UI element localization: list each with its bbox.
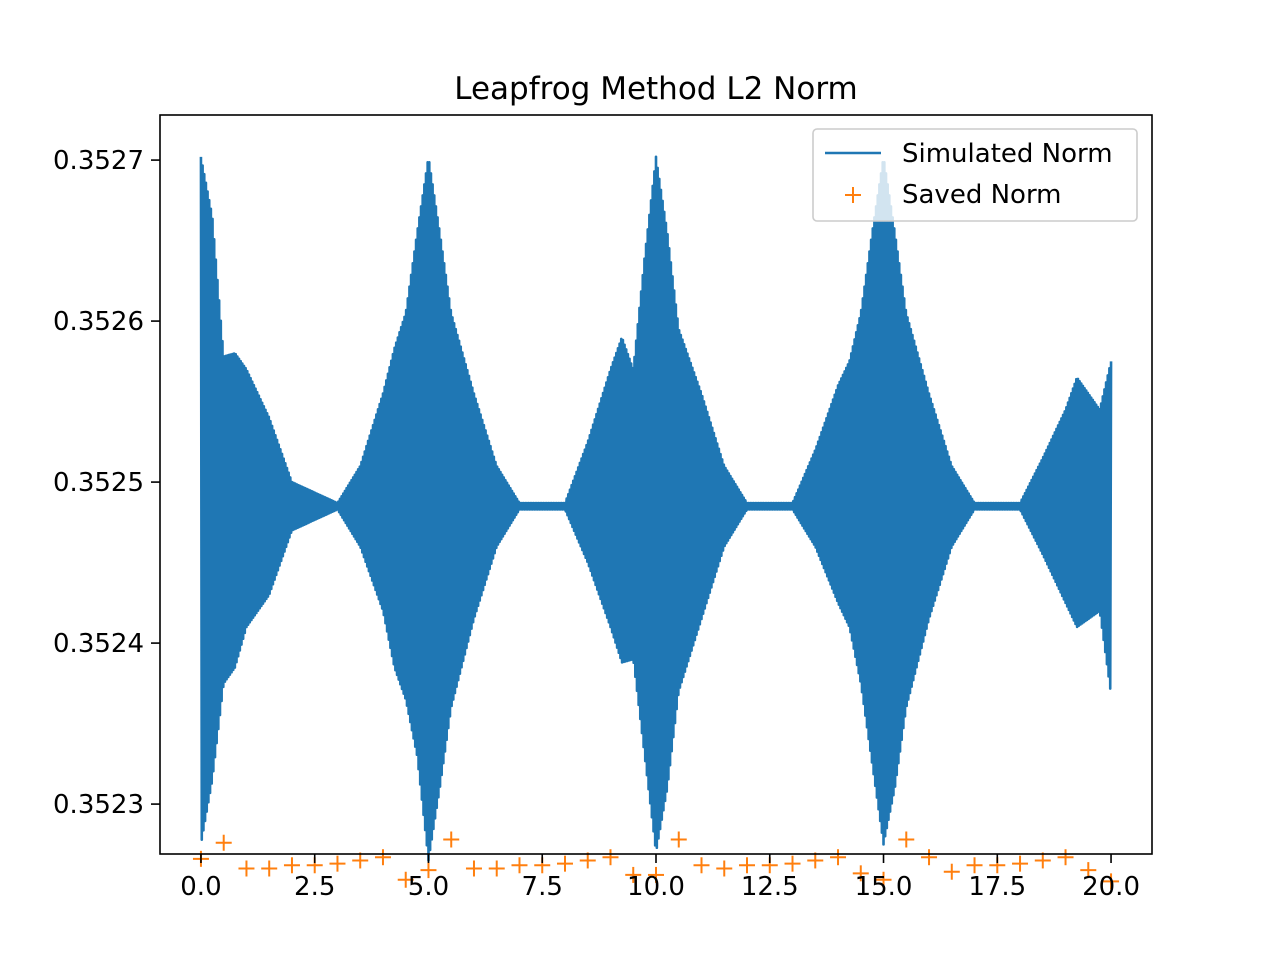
y-tick-label: 0.3526 [53, 307, 144, 337]
saved-norm-point [807, 852, 824, 869]
saved-norm-point [716, 860, 733, 877]
saved-norm-point [625, 866, 642, 883]
x-tick-label: 20.0 [1082, 872, 1140, 902]
simulated-norm-line [199, 155, 1113, 862]
y-tick-label: 0.3524 [53, 629, 144, 659]
saved-norm-point [1057, 849, 1074, 866]
saved-norm-point [1080, 862, 1097, 879]
x-tick-label: 7.5 [522, 872, 563, 902]
chart-title: Leapfrog Method L2 Norm [454, 71, 857, 107]
x-tick-label: 17.5 [968, 872, 1026, 902]
saved-norm-point [648, 866, 664, 883]
legend-box [812, 128, 1138, 222]
saved-norm-point [556, 855, 573, 872]
saved-norm-point [830, 849, 847, 866]
saved-norm-point [670, 831, 687, 848]
saved-norm-point [739, 857, 756, 874]
saved-norm-point [488, 860, 505, 877]
x-tick-label: 0.0 [180, 872, 221, 902]
saved-norm-point [784, 855, 801, 872]
saved-norm-point [443, 831, 460, 848]
saved-norm-point [261, 860, 278, 877]
legend-saved-label: Saved Norm [902, 180, 1062, 210]
legend: Simulated Norm Saved Norm [812, 128, 1138, 222]
saved-norm-point [352, 852, 369, 869]
saved-norm-point [215, 834, 232, 851]
simulated-norm-series [199, 155, 1113, 862]
y-tick-label: 0.3523 [53, 790, 144, 820]
x-tick-label: 2.5 [294, 872, 335, 902]
saved-norm-point [1012, 855, 1029, 872]
saved-norm-point [329, 855, 346, 872]
saved-norm-point [875, 871, 892, 888]
saved-norm-point [852, 865, 869, 882]
saved-norm-point [420, 862, 437, 879]
x-tick-label: 15.0 [855, 872, 913, 902]
saved-norm-point [943, 863, 960, 880]
saved-norm-point [693, 857, 710, 874]
y-tick-label: 0.3527 [53, 146, 144, 176]
legend-saved-swatch [845, 187, 861, 203]
x-tick-label: 12.5 [741, 872, 799, 902]
y-tick-label: 0.3525 [53, 468, 144, 498]
saved-norm-point [397, 871, 414, 888]
saved-norm-series [192, 831, 1120, 890]
saved-norm-point [579, 852, 596, 869]
legend-simulated-label: Simulated Norm [902, 139, 1113, 169]
x-tick-label: 5.0 [408, 872, 449, 902]
saved-norm-point [921, 849, 938, 866]
saved-norm-point [238, 860, 255, 877]
saved-norm-point [1103, 873, 1120, 890]
saved-norm-point [465, 860, 482, 877]
x-tick-label: 10.0 [627, 872, 685, 902]
x-axis: 0.0 2.5 5.0 7.5 10.0 12.5 15.0 17.5 20.0 [180, 854, 1140, 902]
saved-norm-point [898, 831, 915, 848]
saved-norm-point [283, 857, 300, 874]
saved-norm-point [966, 857, 983, 874]
saved-norm-point [602, 849, 619, 866]
saved-norm-point [374, 849, 391, 866]
saved-norm-point [1034, 852, 1051, 869]
saved-norm-point [511, 857, 528, 874]
y-axis: 0.3523 0.3524 0.3525 0.3526 0.3527 [53, 146, 160, 820]
